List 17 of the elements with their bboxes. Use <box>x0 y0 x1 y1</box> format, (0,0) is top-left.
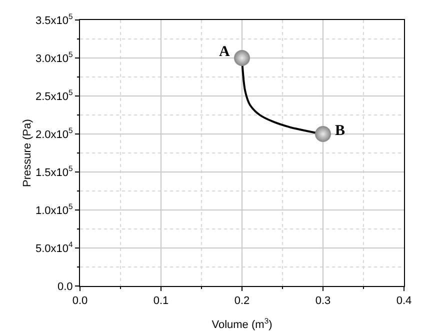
y-tick-label: 3.0x10$^{5}$ <box>35 50 73 65</box>
annotation: B <box>335 123 346 139</box>
y-tick-label: 5.0x10$^{4}$ <box>35 240 74 255</box>
annotation: A <box>219 44 230 60</box>
x-tick-label: 0.0 <box>72 295 88 308</box>
x-tick-label: 0.4 <box>396 295 412 308</box>
x-tick-label: 0.2 <box>234 295 250 308</box>
y-tick-label: 2.0x10$^{5}$ <box>35 126 73 141</box>
y-axis-title: Pressure (Pa) <box>21 119 34 187</box>
y-tick-label: 3.5x10$^{5}$ <box>35 12 73 27</box>
x-tick-label: 0.1 <box>153 295 169 308</box>
x-tick-label: 0.3 <box>315 295 331 308</box>
y-tick-label: 1.5x10$^{5}$ <box>35 164 73 179</box>
y-tick-label: 2.5x10$^{5}$ <box>35 88 73 103</box>
x-axis-title: Volume (m$^{3}$) <box>212 316 272 331</box>
y-tick-label: 1.0x10$^{5}$ <box>35 202 73 217</box>
y-tick-label: 0.0 <box>58 280 73 293</box>
